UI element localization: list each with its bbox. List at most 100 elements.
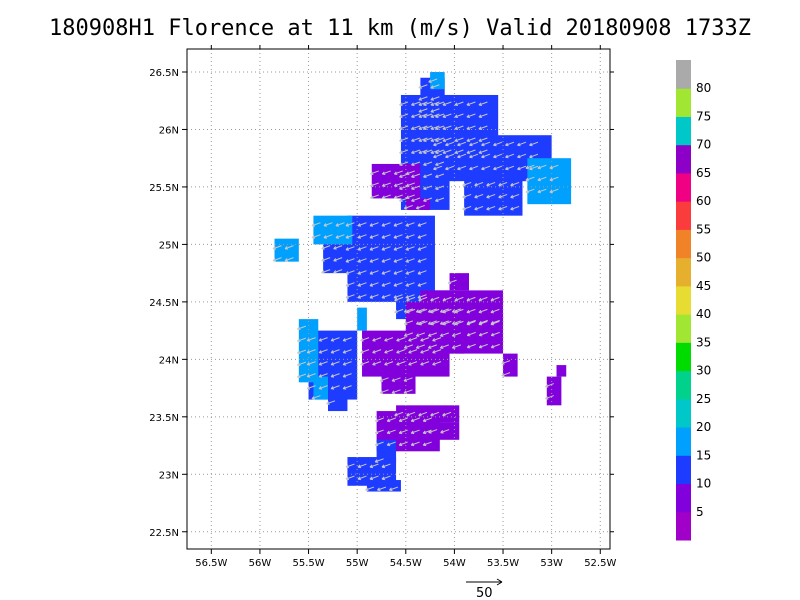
- colorbar-label: 10: [696, 477, 711, 491]
- wind-vector: [430, 113, 440, 119]
- wind-vector: [377, 486, 387, 492]
- colorbar-label: 65: [696, 166, 711, 180]
- wind-vector: [498, 181, 508, 187]
- wind-vector: [345, 270, 355, 275]
- wind-vector: [454, 320, 464, 326]
- wind-vector: [451, 344, 461, 349]
- wind-vector: [399, 101, 409, 107]
- wind-vector: [474, 205, 484, 211]
- wind-vector: [422, 417, 432, 423]
- wind-vector: [296, 337, 306, 343]
- wind-vector: [408, 337, 418, 342]
- wind-vector: [440, 429, 450, 434]
- wind-vector: [374, 441, 384, 447]
- wind-speed-cell: [376, 439, 397, 463]
- wind-vector: [462, 205, 472, 211]
- wind-vector: [296, 373, 306, 379]
- wind-vector: [544, 383, 554, 388]
- colorbar-swatch: [676, 257, 691, 287]
- wind-vector: [403, 344, 413, 349]
- wind-vector: [360, 361, 370, 366]
- colorbar-label: 45: [696, 279, 711, 293]
- wind-speed-cell: [405, 198, 431, 210]
- wind-vector: [529, 141, 539, 147]
- wind-vector: [498, 193, 508, 199]
- wind-vector: [342, 361, 352, 366]
- wind-vector: [418, 411, 428, 417]
- wind-vector: [284, 257, 294, 262]
- wind-vector: [393, 182, 403, 187]
- wind-vector: [369, 258, 379, 263]
- wind-vector: [369, 270, 379, 275]
- wind-vector: [430, 84, 440, 89]
- wind-vector: [430, 149, 440, 155]
- wind-vector: [306, 385, 316, 390]
- wind-vector: [398, 429, 408, 435]
- wind-vector: [410, 417, 420, 423]
- wind-vector: [393, 282, 403, 287]
- vector-reference: 50: [466, 578, 503, 600]
- wind-vector: [410, 441, 420, 447]
- wind-vector: [326, 400, 336, 405]
- wind-vector: [321, 245, 331, 250]
- wind-vector: [418, 137, 428, 143]
- y-tick-label: 22.5N: [149, 528, 179, 539]
- wind-vector: [442, 320, 452, 326]
- wind-vector: [466, 296, 476, 302]
- wind-vector: [411, 137, 421, 143]
- wind-vector: [432, 361, 442, 366]
- wind-vector: [393, 270, 403, 275]
- x-axis: 56.5W 56W 55.5W 55W 54.5W 54W 53.5W 53W 52.5W: [195, 45, 616, 569]
- wind-vector: [439, 332, 449, 337]
- wind-speed-cell: [328, 393, 348, 412]
- colorbar-label: 15: [696, 448, 711, 462]
- wind-vector: [486, 193, 496, 199]
- wind-speed-cell: [527, 158, 572, 205]
- colorbar-swatch: [676, 172, 691, 202]
- wind-vector: [411, 185, 421, 191]
- colorbar-label: 25: [696, 392, 711, 406]
- wind-vector: [311, 395, 321, 400]
- wind-vector: [381, 294, 391, 299]
- wind-vector: [432, 349, 442, 354]
- wind-vector: [374, 429, 384, 435]
- wind-vector: [345, 234, 355, 239]
- wind-vector: [439, 344, 449, 349]
- wind-vector: [398, 441, 408, 447]
- colorbar-label: 70: [696, 138, 711, 152]
- wind-vector: [466, 331, 476, 337]
- wind-vector: [442, 308, 452, 314]
- wind-vector: [418, 149, 428, 155]
- wind-vector: [403, 308, 413, 313]
- wind-vector: [493, 153, 503, 159]
- wind-vector: [403, 332, 413, 337]
- wind-vector: [410, 429, 420, 435]
- wind-vector: [381, 258, 391, 263]
- wind-vector: [447, 279, 457, 285]
- wind-vector: [469, 165, 479, 171]
- wind-vector: [345, 222, 355, 227]
- y-tick-label: 26N: [159, 125, 179, 136]
- wind-vector: [525, 164, 535, 170]
- wind-vector: [442, 113, 452, 119]
- wind-vector: [445, 153, 455, 159]
- wind-vector: [417, 270, 427, 275]
- wind-vector: [384, 361, 394, 366]
- wind-vector: [405, 222, 415, 227]
- wind-vector: [333, 245, 343, 250]
- wind-speed-cell: [357, 307, 367, 331]
- wind-vector: [457, 153, 467, 159]
- wind-vector: [406, 296, 416, 302]
- wind-vector: [393, 234, 403, 239]
- wind-vector: [405, 194, 415, 199]
- colorbar-swatch: [676, 229, 691, 259]
- wind-vector: [403, 204, 413, 210]
- wind-vector: [417, 282, 427, 287]
- wind-vector: [454, 296, 464, 302]
- wind-vector: [435, 113, 445, 119]
- wind-vector: [415, 332, 425, 337]
- wind-vector-layer: [272, 78, 559, 492]
- wind-vector: [405, 182, 415, 187]
- wind-vector: [462, 181, 472, 187]
- wind-vector: [417, 234, 427, 239]
